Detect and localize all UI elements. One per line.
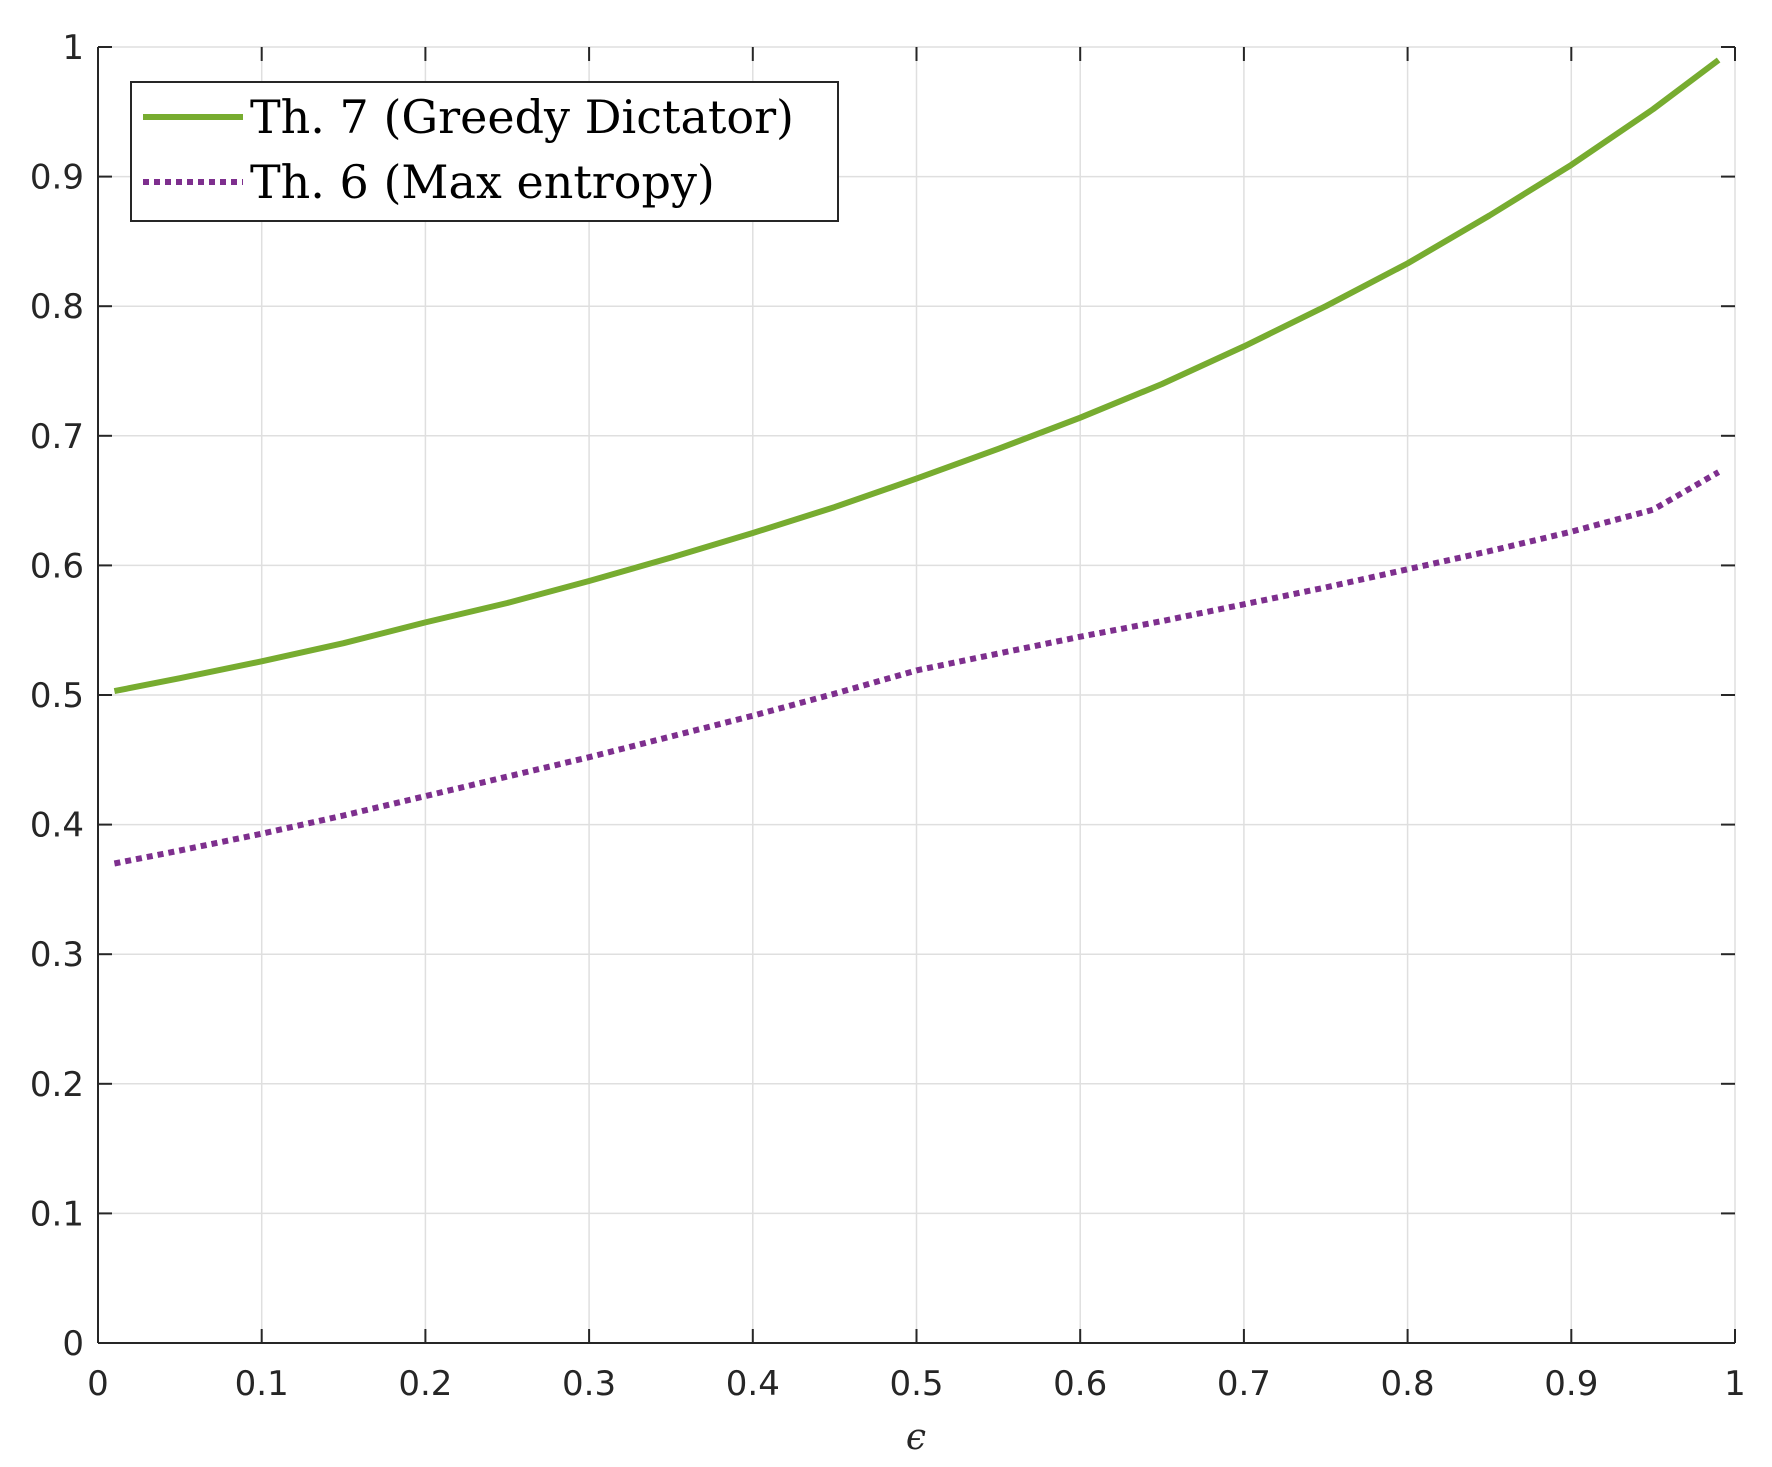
y-tick-label: 0.8	[30, 287, 84, 327]
y-tick-label: 0.5	[30, 676, 84, 716]
x-tick-label: 0	[87, 1364, 109, 1404]
series-layer	[113, 57, 1721, 867]
y-tick-label: 0	[62, 1324, 84, 1364]
x-tick-label: 0.2	[398, 1364, 452, 1404]
y-tick-label: 0.4	[30, 806, 84, 846]
series-line-0	[113, 57, 1721, 695]
legend-label-max-entropy: Th. 6 (Max entropy)	[250, 155, 715, 209]
y-tick-label: 0.1	[30, 1194, 84, 1234]
x-tick-label: 0.7	[1217, 1364, 1271, 1404]
y-tick-label: 0.7	[30, 417, 84, 457]
y-tick-label: 0.3	[30, 935, 84, 975]
y-tick-label: 0.9	[30, 158, 84, 198]
x-tick-label: 0.4	[726, 1364, 780, 1404]
x-tick-label: 0.1	[235, 1364, 289, 1404]
y-tick-label: 1	[62, 28, 84, 68]
legend: Th. 7 (Greedy Dictator) Th. 6 (Max entro…	[130, 81, 839, 222]
legend-box	[130, 81, 839, 222]
x-tick-label: 0.6	[1053, 1364, 1107, 1404]
x-tick-label: 1	[1724, 1364, 1746, 1404]
x-axis-label: ϵ	[906, 1417, 926, 1458]
x-tick-label: 0.3	[562, 1364, 616, 1404]
x-tick-label: 0.8	[1381, 1364, 1435, 1404]
x-tick-label: 0.9	[1544, 1364, 1598, 1404]
ticks: 0 0.1 0.2 0.3 0.4 0.5 0.6 0.7 0.8 0.9 1 0 0.1 0.2 0.3 0…	[30, 28, 1746, 1404]
grid	[97, 46, 1736, 1344]
series-line-1	[113, 469, 1721, 867]
x-tick-label: 0.5	[889, 1364, 943, 1404]
y-tick-label: 0.2	[30, 1065, 84, 1105]
y-tick-label: 0.6	[30, 546, 84, 586]
legend-label-greedy-dictator: Th. 7 (Greedy Dictator)	[250, 90, 794, 144]
